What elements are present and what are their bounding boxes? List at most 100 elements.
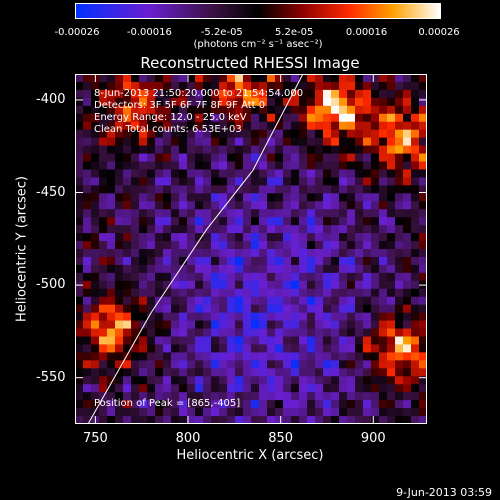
heatmap-cell bbox=[147, 272, 156, 282]
heatmap-cell bbox=[387, 352, 396, 361]
heatmap-cell bbox=[379, 137, 388, 147]
heatmap-cell bbox=[355, 161, 364, 171]
heatmap-cell bbox=[123, 145, 132, 155]
heatmap-cell bbox=[131, 264, 140, 274]
heatmap-cell bbox=[83, 89, 92, 99]
heatmap-cell bbox=[347, 105, 356, 115]
heatmap-cell bbox=[155, 217, 164, 226]
heatmap-cell bbox=[371, 296, 380, 306]
heatmap-cell bbox=[347, 249, 356, 258]
heatmap-cell bbox=[187, 233, 196, 242]
heatmap-cell bbox=[163, 185, 172, 194]
heatmap-cell bbox=[267, 336, 276, 346]
heatmap-cell bbox=[187, 161, 196, 171]
heatmap-cell bbox=[147, 225, 156, 234]
heatmap-cell bbox=[163, 241, 172, 250]
heatmap-cell bbox=[307, 113, 316, 123]
heatmap-cell bbox=[83, 344, 92, 353]
heatmap-cell bbox=[251, 352, 260, 361]
heatmap-cell bbox=[323, 74, 332, 83]
heatmap-cell bbox=[411, 256, 420, 266]
heatmap-cell bbox=[187, 201, 196, 210]
heatmap-cell bbox=[187, 336, 196, 346]
heatmap-cell bbox=[83, 320, 92, 330]
heatmap-cell bbox=[267, 201, 276, 210]
heatmap-cell bbox=[275, 241, 284, 250]
heatmap-cell bbox=[75, 416, 84, 424]
heatmap-cell bbox=[323, 264, 332, 274]
heatmap-cell bbox=[403, 225, 412, 234]
heatmap-cell bbox=[187, 416, 196, 424]
heatmap-cell bbox=[283, 241, 292, 250]
heatmap-cell bbox=[355, 145, 364, 155]
heatmap-cell bbox=[227, 296, 236, 306]
peak-position-annotation: Position of Peak = [865,-405] bbox=[94, 398, 241, 409]
heatmap-cell bbox=[339, 288, 348, 298]
heatmap-cell bbox=[299, 233, 308, 242]
heatmap-cell bbox=[315, 97, 324, 107]
heatmap-cell bbox=[171, 249, 180, 258]
heatmap-cell bbox=[323, 121, 332, 131]
heatmap-cell bbox=[155, 113, 164, 123]
heatmap-cell bbox=[291, 344, 300, 353]
heatmap-cell bbox=[235, 312, 244, 322]
heatmap-cell bbox=[403, 193, 412, 202]
heatmap-cell bbox=[91, 312, 100, 322]
heatmap-cell bbox=[83, 249, 92, 258]
heatmap-cell bbox=[323, 193, 332, 202]
heatmap-cell bbox=[395, 360, 404, 369]
heatmap-cell bbox=[419, 336, 427, 346]
heatmap-cell bbox=[115, 217, 124, 226]
heatmap-cell bbox=[99, 153, 108, 163]
heatmap-cell bbox=[243, 241, 252, 250]
heatmap-cell bbox=[347, 376, 356, 385]
heatmap-cell bbox=[355, 320, 364, 330]
heatmap-cell bbox=[83, 153, 92, 163]
heatmap-cell bbox=[307, 416, 316, 424]
heatmap-cell bbox=[139, 137, 148, 147]
heatmap-cell bbox=[211, 344, 220, 353]
heatmap-cell bbox=[99, 233, 108, 242]
heatmap-cell bbox=[291, 312, 300, 322]
heatmap-cell bbox=[179, 74, 188, 83]
heatmap-cell bbox=[339, 145, 348, 155]
heatmap-cell bbox=[195, 233, 204, 242]
heatmap-cell bbox=[83, 256, 92, 266]
heatmap-cell bbox=[363, 392, 372, 401]
heatmap-cell bbox=[251, 113, 260, 123]
heatmap-cell bbox=[315, 217, 324, 226]
heatmap-cell bbox=[75, 153, 84, 163]
heatmap-cell bbox=[99, 296, 108, 306]
heatmap-cell bbox=[307, 264, 316, 274]
heatmap-cell bbox=[147, 280, 156, 290]
heatmap-cell bbox=[139, 177, 148, 186]
x-tick-label: 750 bbox=[82, 431, 108, 446]
heatmap-cell bbox=[83, 105, 92, 115]
heatmap-cell bbox=[339, 344, 348, 353]
heatmap-cell bbox=[147, 113, 156, 123]
heatmap-cell bbox=[315, 185, 324, 194]
heatmap-cell bbox=[211, 408, 220, 417]
heatmap-cell bbox=[371, 416, 380, 424]
heatmap-cell bbox=[243, 296, 252, 306]
heatmap-cell bbox=[139, 336, 148, 346]
heatmap-cell bbox=[243, 256, 252, 266]
heatmap-cell bbox=[179, 328, 188, 338]
heatmap-cell bbox=[403, 137, 412, 147]
heatmap-cell bbox=[147, 249, 156, 258]
heatmap-cell bbox=[243, 121, 252, 131]
heatmap-cell bbox=[363, 264, 372, 274]
heatmap-cell bbox=[203, 320, 212, 330]
heatmap-cell bbox=[155, 153, 164, 163]
heatmap-cell bbox=[259, 137, 268, 147]
heatmap-cell bbox=[275, 177, 284, 186]
heatmap-cell bbox=[203, 336, 212, 346]
heatmap-cell bbox=[411, 272, 420, 282]
heatmap-cell bbox=[179, 416, 188, 424]
heatmap-cell bbox=[387, 193, 396, 202]
heatmap-cell bbox=[371, 177, 380, 186]
heatmap-cell bbox=[155, 129, 164, 139]
heatmap-cell bbox=[155, 376, 164, 385]
heatmap-cell bbox=[203, 272, 212, 282]
heatmap-cell bbox=[243, 161, 252, 171]
